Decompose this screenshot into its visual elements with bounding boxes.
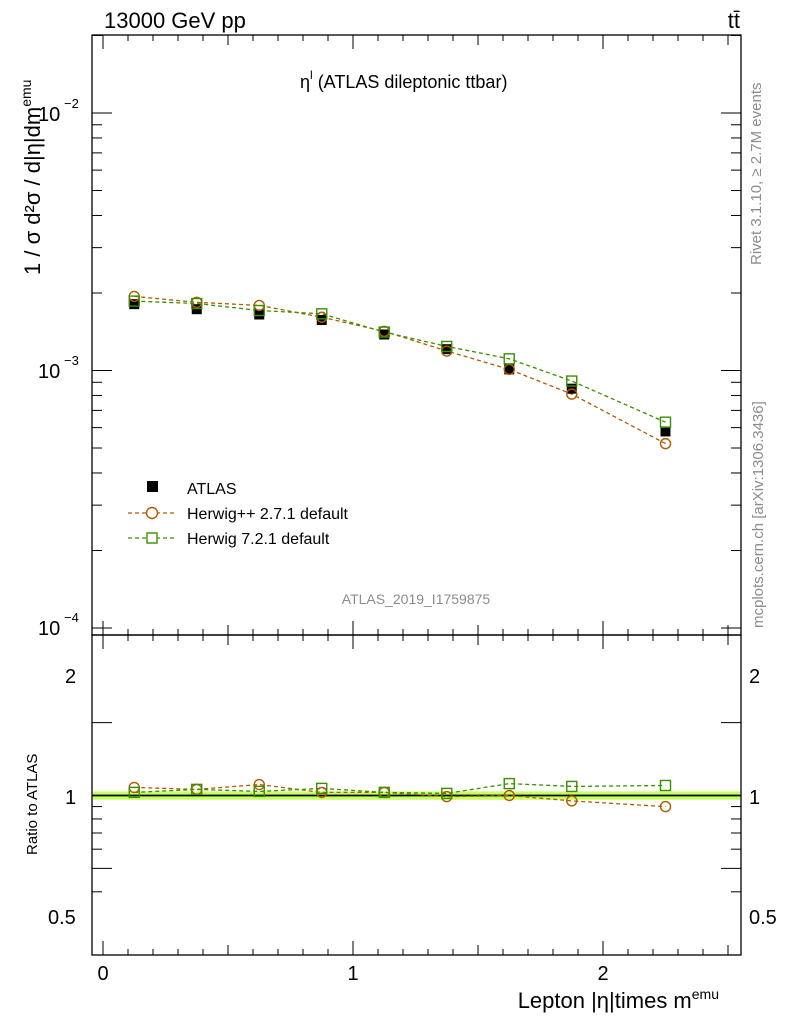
- y-tick-exp-1e-3: −3: [64, 353, 79, 368]
- series-markers: [128, 290, 672, 813]
- axis-ticks: [92, 34, 741, 955]
- herwig7-point: [503, 353, 515, 365]
- herwig7-point: [378, 326, 390, 338]
- ratio-y-axis-title: Ratio to ATLAS: [24, 754, 41, 855]
- legend-marker-atlas: [147, 481, 158, 492]
- atlas-data-point: [129, 299, 140, 310]
- herwig7-point: [191, 297, 203, 310]
- herwigpp-point: [566, 388, 578, 400]
- herwigpp-point: [659, 437, 672, 450]
- herwigpp-ratio-point: [566, 795, 578, 807]
- rivet-version-label: Rivet 3.1.10, ≥ 2.7M events: [748, 83, 765, 266]
- ratio-tick-label-0.5-left: 0.5: [48, 907, 76, 929]
- series-line-main-2: [134, 300, 666, 423]
- herwig7-ratio-point: [659, 779, 672, 792]
- herwig7-ratio-point: [191, 783, 203, 796]
- ratio-tick-label-1-right: 1: [749, 787, 760, 809]
- atlas-data-point: [254, 309, 265, 320]
- herwig7-point: [316, 308, 328, 320]
- ratio-tick-label-2-right: 2: [749, 666, 760, 688]
- y-tick-label-1e-3: 10: [38, 361, 60, 383]
- y-tick-label-1e-2: 10: [38, 104, 60, 126]
- herwig7-point: [566, 375, 578, 387]
- herwig7-ratio-point: [566, 780, 578, 793]
- y-tick-exp-1e-4: −4: [64, 610, 79, 625]
- herwig7-ratio-point: [316, 782, 328, 795]
- analysis-watermark: ATLAS_2019_I1759875: [342, 591, 491, 607]
- legend-label-atlas: ATLAS: [187, 481, 237, 498]
- series-lines: [134, 295, 666, 808]
- atlas-data-point: [660, 426, 671, 437]
- x-tick-label-1: 1: [347, 963, 358, 985]
- legend: ATLAS Herwig++ 2.7.1 default Herwig 7.2.…: [128, 481, 349, 548]
- herwig7-ratio-point: [128, 786, 140, 799]
- main-y-tick-labels: 10 −2 10 −3 10 −4: [38, 96, 79, 640]
- y-tick-exp-1e-2: −2: [64, 96, 79, 111]
- legend-marker-herwig7: [146, 532, 158, 544]
- header-process-label: tt̄: [728, 8, 740, 33]
- herwig7-ratio-point: [441, 787, 453, 800]
- chart-title: ηl (ATLAS dileptonic ttbar): [300, 68, 507, 92]
- header-energy-label: 13000 GeV pp: [104, 8, 246, 33]
- herwig7-point: [253, 304, 265, 317]
- series-line-main-1: [134, 295, 666, 445]
- mcplots-url-label: mcplots.cern.ch [arXiv:1306.3436]: [750, 401, 767, 628]
- herwig7-point: [441, 340, 453, 353]
- atlas-data-point: [504, 364, 515, 375]
- x-tick-label-2: 2: [597, 963, 608, 985]
- x-axis-title: Lepton |η|times memu: [518, 986, 719, 1013]
- ratio-tick-label-1-left: 1: [65, 787, 76, 809]
- atlas-data-point: [379, 329, 390, 340]
- legend-label-herwig7: Herwig 7.2.1 default: [187, 531, 330, 548]
- ratio-uncertainty-band: [92, 791, 741, 800]
- legend-marker-herwigpp: [145, 506, 159, 520]
- ratio-tick-label-2-left: 2: [65, 666, 76, 688]
- herwig7-point: [128, 295, 140, 307]
- herwig7-ratio-point: [378, 786, 390, 799]
- herwigpp-ratio-point: [659, 800, 672, 813]
- main-y-axis-title: 1 / σ d²σ / d|η|dmemu: [18, 80, 45, 275]
- herwig7-ratio-point: [503, 777, 515, 790]
- x-tick-label-0: 0: [97, 963, 108, 985]
- herwigpp-ratio-point: [503, 789, 515, 802]
- herwigpp-ratio-point: [253, 778, 265, 791]
- herwig7-ratio-point: [253, 785, 265, 798]
- herwig7-point: [659, 416, 672, 428]
- y-tick-label-1e-4: 10: [38, 618, 60, 640]
- atlas-data-point: [316, 315, 327, 326]
- atlas-data-point: [441, 344, 452, 355]
- legend-label-herwigpp: Herwig++ 2.7.1 default: [187, 506, 349, 523]
- ratio-tick-label-0.5-right: 0.5: [749, 907, 777, 929]
